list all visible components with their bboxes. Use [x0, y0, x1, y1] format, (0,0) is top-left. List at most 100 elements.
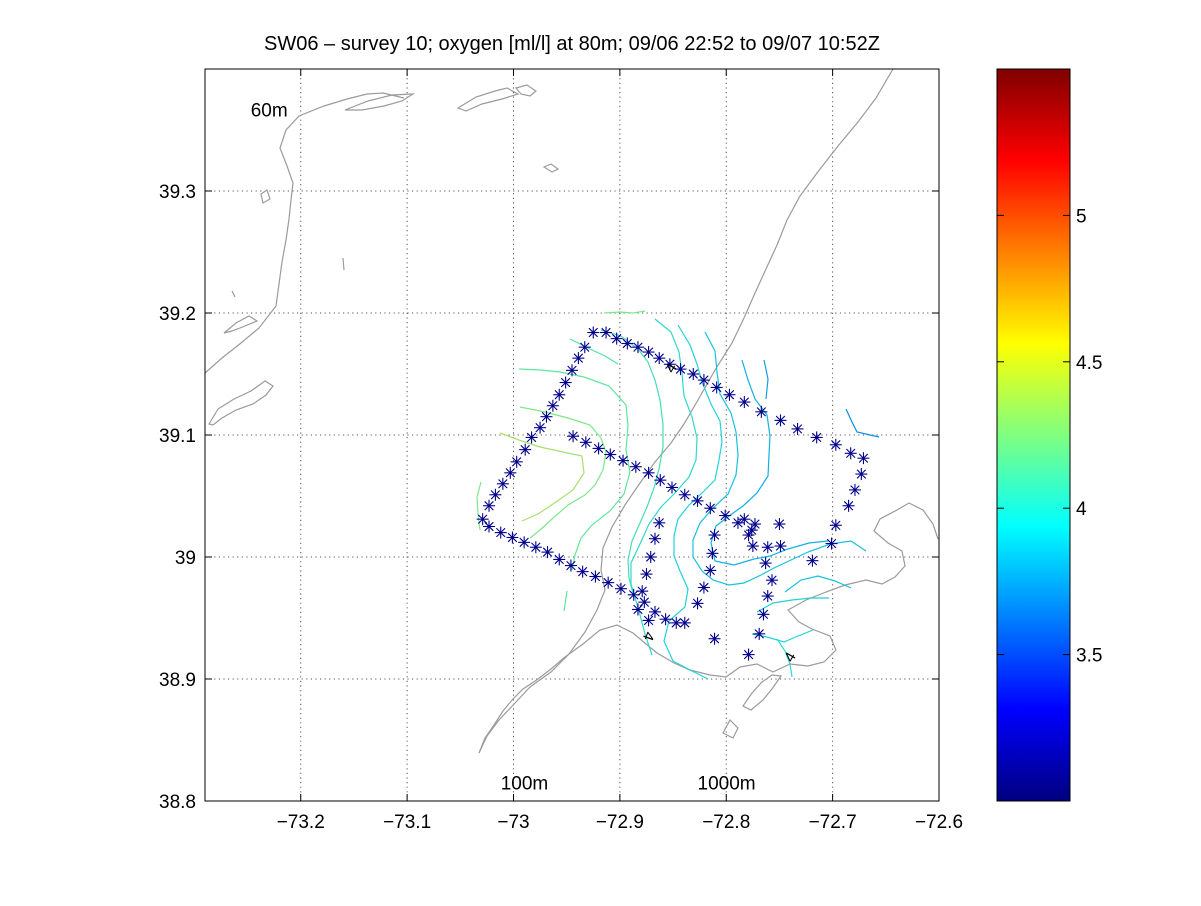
- station-marker-0-4: [504, 466, 517, 479]
- station-marker-0-90: [742, 529, 755, 542]
- station-marker-0-74: [670, 616, 683, 629]
- station-marker-0-18: [610, 332, 623, 345]
- x-tick-label-3: −72.9: [596, 812, 644, 833]
- station-marker-0-93: [759, 557, 772, 570]
- isobath-60m-spot2: [260, 189, 271, 204]
- isobath-60m-spot3: [342, 257, 345, 271]
- station-marker-0-45: [592, 442, 605, 455]
- station-marker-0-92: [761, 541, 774, 554]
- station-marker-0-82: [642, 614, 655, 627]
- depth-label-60m: 60m: [251, 100, 288, 121]
- station-marker-0-98: [742, 648, 755, 661]
- station-marker-0-14: [572, 352, 585, 365]
- station-marker-0-32: [791, 422, 804, 435]
- station-marker-0-80: [636, 585, 649, 598]
- isobath-60m-ridge: [223, 315, 259, 334]
- station-markers: [476, 326, 870, 661]
- station-marker-0-75: [678, 616, 691, 629]
- station-marker-0-7: [525, 431, 538, 444]
- station-marker-0-100: [773, 518, 786, 531]
- station-marker-0-44: [579, 436, 592, 449]
- station-marker-0-55: [719, 509, 732, 522]
- station-marker-0-78: [644, 551, 657, 563]
- x-tick-label-0: −73.2: [277, 812, 325, 833]
- station-marker-0-59: [494, 526, 507, 539]
- station-marker-0-65: [564, 559, 577, 572]
- station-marker-0-36: [857, 452, 870, 465]
- station-marker-0-77: [648, 532, 661, 545]
- station-marker-0-85: [704, 564, 717, 577]
- station-marker-0-28: [723, 388, 736, 401]
- station-marker-0-94: [765, 574, 778, 587]
- station-marker-0-42: [806, 554, 819, 567]
- y-tick-label-2: 39: [175, 548, 196, 569]
- station-marker-0-34: [829, 438, 842, 451]
- station-marker-0-70: [627, 588, 640, 601]
- oxygen-contour-4.0: [663, 324, 723, 680]
- station-marker-0-54: [704, 502, 717, 515]
- oxygen-contour-3.95: [692, 331, 867, 586]
- station-marker-0-56: [731, 516, 744, 529]
- station-marker-0-3: [496, 477, 509, 490]
- station-marker-0-37: [855, 468, 868, 481]
- station-marker-0-69: [614, 582, 627, 595]
- station-marker-0-97: [753, 627, 766, 640]
- depth-label-1000m: 1000m: [698, 774, 756, 795]
- isobath-60m-spot1: [542, 163, 560, 173]
- station-marker-0-24: [674, 363, 687, 376]
- station-marker-0-76: [653, 516, 666, 529]
- station-marker-0-2: [489, 488, 502, 501]
- station-marker-0-62: [529, 541, 542, 554]
- station-marker-0-60: [506, 531, 519, 544]
- station-marker-0-58: [483, 520, 496, 533]
- isobath-60m-northeast: [456, 87, 520, 112]
- station-marker-0-61: [518, 536, 531, 549]
- station-marker-0-64: [553, 553, 566, 566]
- oxygen-contour-4.05-b: [776, 638, 793, 678]
- colorbar: [996, 68, 1071, 802]
- station-marker-0-31: [774, 414, 787, 427]
- isobath-60m-main: [204, 92, 405, 374]
- oxygen-contour-4.1-a: [569, 338, 619, 365]
- station-marker-0-6: [519, 443, 532, 456]
- axis-ticks: −73.2 −73.1 −73 −72.9 −72.8 −72.7 −72.6 38.8 38.…: [159, 69, 963, 833]
- station-marker-0-29: [738, 396, 751, 409]
- station-marker-0-89: [738, 513, 751, 526]
- station-marker-0-83: [708, 529, 721, 542]
- station-marker-0-33: [810, 431, 823, 444]
- station-marker-0-0: [476, 513, 489, 526]
- station-marker-0-50: [654, 474, 667, 487]
- isobath-60m-blob: [208, 380, 274, 426]
- x-tick-label-4: −72.8: [702, 812, 750, 833]
- oxygen-contour-4.2-top: [603, 310, 646, 314]
- station-marker-0-13: [566, 364, 578, 377]
- y-tick-label-1: 38.9: [159, 670, 196, 691]
- station-marker-0-38: [848, 483, 861, 496]
- station-marker-0-21: [642, 346, 655, 359]
- y-tick-label-3: 39.1: [159, 426, 196, 447]
- chart-title: SW06 – survey 10; oxygen [ml/l] at 80m; …: [264, 33, 880, 55]
- station-marker-0-17: [600, 326, 613, 339]
- station-marker-0-87: [691, 597, 704, 610]
- station-marker-0-84: [706, 547, 719, 560]
- station-marker-0-9: [540, 410, 553, 423]
- station-marker-0-10: [546, 399, 559, 412]
- y-tick-label-5: 39.3: [159, 182, 196, 203]
- station-marker-0-12: [559, 376, 572, 389]
- isobath-100m: [478, 502, 939, 754]
- x-tick-label-5: −72.7: [809, 812, 857, 833]
- oxygen-contour-4.3: [499, 432, 585, 522]
- station-marker-0-23: [663, 358, 676, 371]
- colorbar-tick-label-2: 4.5: [1076, 353, 1102, 374]
- colorbar-tick-label-1: 4: [1076, 499, 1087, 520]
- oxygen-contour-3.95-b: [784, 575, 852, 593]
- station-marker-0-73: [659, 613, 672, 626]
- oxygen-contours: [476, 310, 880, 680]
- station-marker-0-26: [697, 374, 710, 387]
- station-marker-0-101: [774, 540, 787, 553]
- isobath-60m-spot4: [231, 290, 236, 298]
- station-marker-0-96: [757, 608, 770, 621]
- station-marker-0-72: [648, 605, 661, 618]
